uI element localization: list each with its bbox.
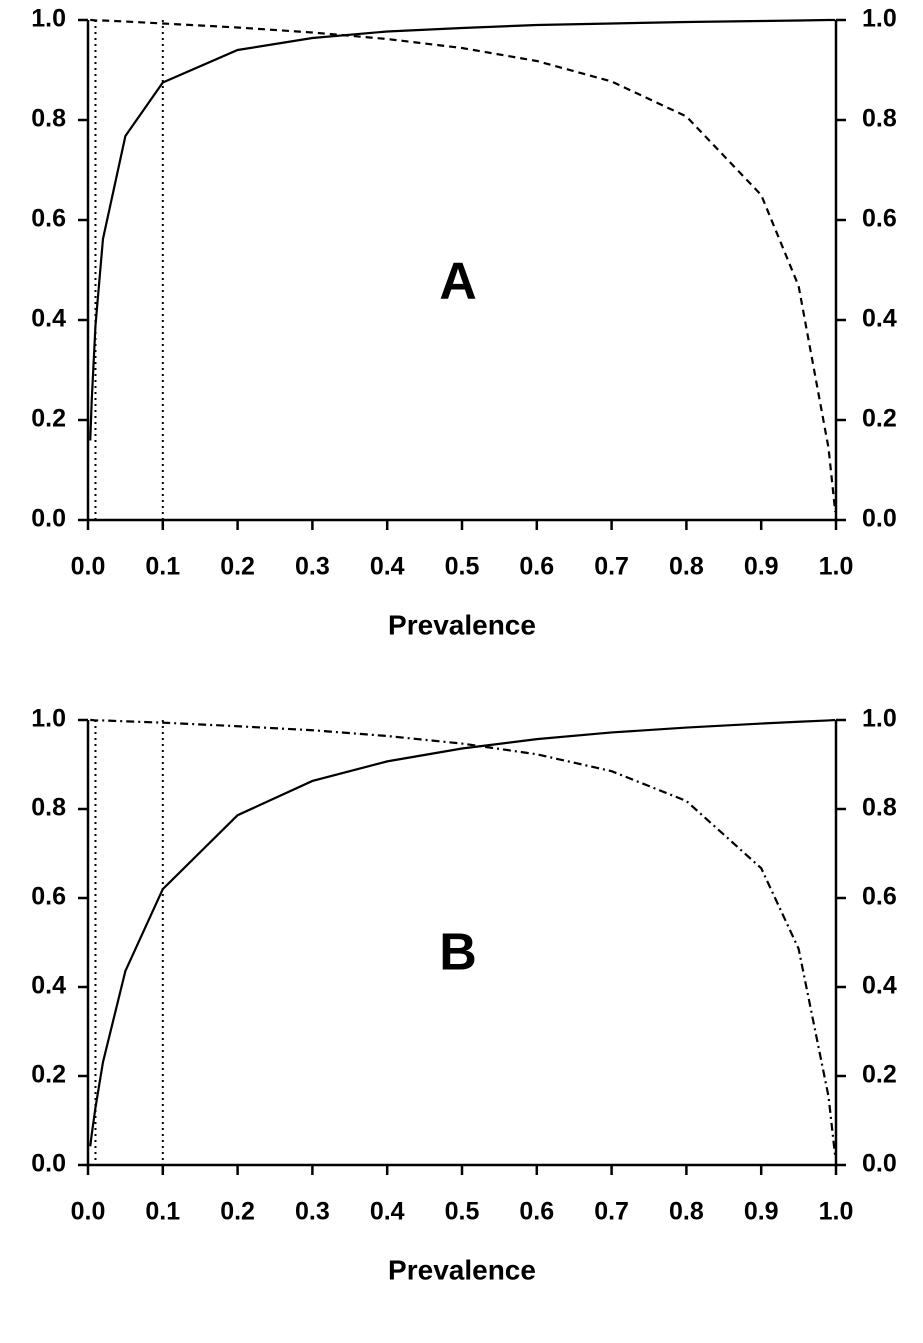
x-tick-label: 0.5 <box>445 553 480 581</box>
x-tick-label: 0.0 <box>71 1198 106 1226</box>
x-tick-label: 0.9 <box>744 1198 779 1226</box>
x-tick-label: 0.2 <box>220 553 255 581</box>
series-line <box>90 18 837 513</box>
x-tick-label: 0.0 <box>71 553 106 581</box>
y2-tick-label: 1.0 <box>862 705 897 733</box>
y2-tick-label: 0.2 <box>862 1061 897 1089</box>
y2-tick-label: 0.4 <box>862 305 897 333</box>
y-tick-label: 0.0 <box>31 505 66 533</box>
x-tick-label: 0.3 <box>295 1198 330 1226</box>
y2-tick-label: 0.8 <box>862 794 897 822</box>
x-tick-label: 0.7 <box>594 553 629 581</box>
y-tick-label: 1.0 <box>31 705 66 733</box>
y-tick-label: 0.8 <box>31 794 66 822</box>
x-tick-label: 0.3 <box>295 553 330 581</box>
x-tick-label: 0.5 <box>445 1198 480 1226</box>
y-tick-label: 0.6 <box>31 883 66 911</box>
y2-tick-label: 0.8 <box>862 105 897 133</box>
y-tick-label: 0.6 <box>31 205 66 233</box>
x-tick-label: 0.4 <box>370 553 405 581</box>
panel-label: B <box>439 924 477 982</box>
x-tick-label: 1.0 <box>819 1198 854 1226</box>
y2-tick-label: 0.2 <box>862 405 897 433</box>
x-tick-label: 0.6 <box>519 553 554 581</box>
x-tick-label: 0.1 <box>145 1198 180 1226</box>
x-tick-label: 1.0 <box>819 553 854 581</box>
x-tick-label: 0.8 <box>669 1198 704 1226</box>
x-tick-label: 0.2 <box>220 1198 255 1226</box>
y-tick-label: 0.0 <box>31 1150 66 1178</box>
y-tick-label: 0.4 <box>31 305 66 333</box>
y2-tick-label: 0.4 <box>862 972 897 1000</box>
x-tick-label: 0.6 <box>519 1198 554 1226</box>
y-tick-label: 1.0 <box>31 5 66 33</box>
y2-tick-label: 1.0 <box>862 5 897 33</box>
x-tick-label: 0.7 <box>594 1198 629 1226</box>
y-tick-label: 0.4 <box>31 972 66 1000</box>
series-line <box>89 718 836 1147</box>
x-axis-title: Prevalence <box>388 609 536 640</box>
x-tick-label: 0.8 <box>669 553 704 581</box>
x-tick-label: 0.1 <box>145 553 180 581</box>
x-axis-title: Prevalence <box>388 1254 536 1285</box>
y-tick-label: 0.2 <box>31 405 66 433</box>
y2-tick-label: 0.6 <box>862 883 897 911</box>
panel-label: A <box>439 253 477 311</box>
y2-tick-label: 0.0 <box>862 1150 897 1178</box>
y2-tick-label: 0.6 <box>862 205 897 233</box>
x-tick-label: 0.4 <box>370 1198 405 1226</box>
y-tick-label: 0.2 <box>31 1061 66 1089</box>
y2-tick-label: 0.0 <box>862 505 897 533</box>
y-tick-label: 0.8 <box>31 105 66 133</box>
x-tick-label: 0.9 <box>744 553 779 581</box>
series-line <box>89 18 836 441</box>
